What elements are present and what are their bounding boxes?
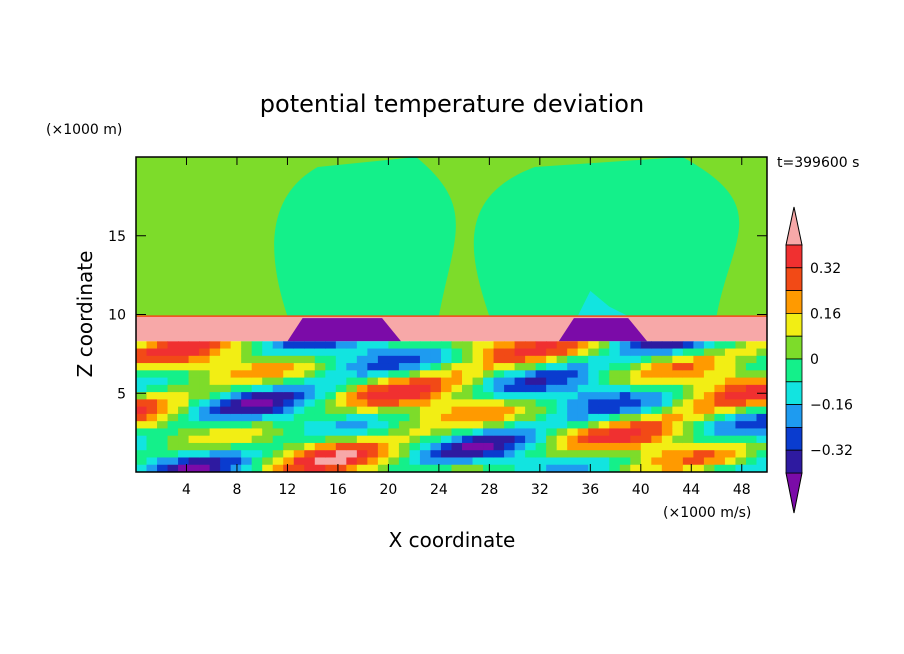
colorbar-label: 0: [810, 352, 819, 368]
x-axis-label: X coordinate: [389, 528, 516, 552]
colorbar-segment: [785, 244, 803, 269]
y-tick-label: 10: [108, 308, 126, 324]
plume-core: [577, 290, 629, 317]
stable-layer: [136, 316, 767, 342]
colorbar-segment: [785, 358, 803, 383]
y-axis-label: Z coordinate: [73, 251, 97, 378]
colorbar-segment: [785, 404, 803, 428]
colorbar-segment: [785, 335, 803, 360]
x-tick-label: 16: [329, 482, 347, 498]
plume-right: [473, 157, 740, 317]
colorbar: 0.32 0.16 0 −0.16 −0.32: [785, 206, 853, 514]
x-tick-label: 48: [733, 482, 751, 498]
x-axis: 4 8 12 16 20 24 28 32 36 40 44 48: [182, 157, 751, 498]
colorbar-label: −0.16: [810, 398, 853, 414]
x-tick-label: 32: [531, 482, 549, 498]
colorbar-segment: [785, 267, 803, 291]
cold-cap-1: [287, 318, 402, 342]
colorbar-segment: [785, 426, 803, 451]
colorbar-segment: [785, 449, 803, 474]
colorbar-label: 0.16: [810, 306, 841, 322]
x-unit-label: (×1000 m/s): [663, 505, 751, 521]
x-tick-label: 20: [379, 482, 397, 498]
colorbar-label: −0.32: [810, 443, 853, 459]
colorbar-top-arrow: [785, 206, 803, 246]
colorbar-segment: [785, 381, 803, 405]
x-tick-label: 44: [682, 482, 700, 498]
x-tick-label: 36: [581, 482, 599, 498]
colorbar-label: 0.32: [810, 261, 841, 277]
x-tick-label: 12: [279, 482, 297, 498]
turbulent-layer: [136, 341, 767, 472]
cold-cap-2: [558, 318, 648, 342]
x-tick-label: 4: [182, 482, 191, 498]
field-plot: [136, 157, 767, 472]
time-label: t=399600 s: [777, 155, 859, 171]
colorbar-bottom-arrow: [785, 472, 803, 514]
y-tick-label: 5: [117, 386, 126, 402]
colorbar-segment: [785, 290, 803, 314]
y-tick-label: 15: [108, 229, 126, 245]
chart-title: potential temperature deviation: [260, 90, 644, 118]
y-axis: 5 10 15: [108, 229, 767, 402]
x-tick-label: 24: [430, 482, 448, 498]
x-tick-label: 8: [232, 482, 241, 498]
colorbar-segment: [785, 312, 803, 337]
y-unit-label: (×1000 m): [46, 122, 122, 138]
x-tick-label: 40: [632, 482, 650, 498]
plume-left: [274, 157, 456, 317]
x-tick-label: 28: [480, 482, 498, 498]
